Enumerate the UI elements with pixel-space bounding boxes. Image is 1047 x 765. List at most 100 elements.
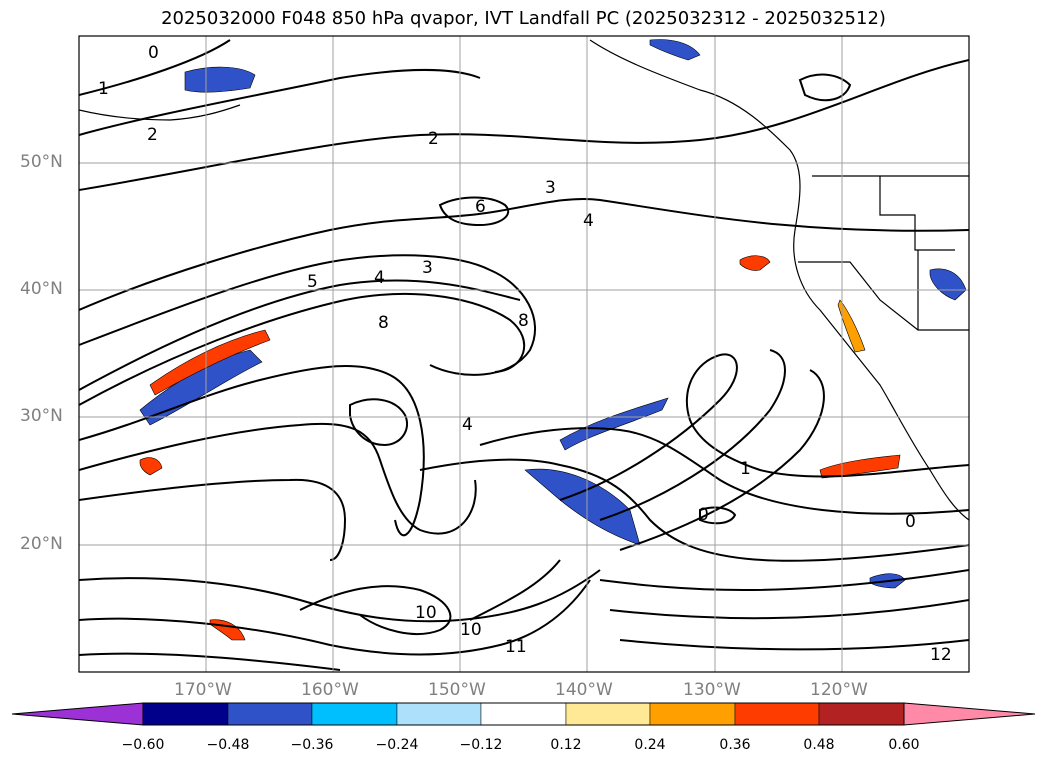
map-title: 2025032000 F048 850 hPa qvapor, IVT Land… xyxy=(161,8,886,29)
colorbar-tick-label: −0.24 xyxy=(375,737,419,753)
positive-anomaly-patch xyxy=(739,255,771,271)
positive-anomaly-patch xyxy=(837,299,866,353)
contour-label: 12 xyxy=(930,645,952,665)
contour-line xyxy=(79,198,969,311)
lat-label: 20°N xyxy=(20,534,63,554)
graticule xyxy=(79,36,969,672)
contour-label: 3 xyxy=(545,178,556,198)
colorbar-segment xyxy=(227,702,313,726)
colorbar-tick-label: 0.60 xyxy=(888,737,920,753)
contour-label: 1 xyxy=(740,459,751,479)
state-border xyxy=(798,261,969,331)
colorbar-tick-label: −0.48 xyxy=(206,737,250,753)
contour-line xyxy=(438,196,510,227)
contour-line xyxy=(79,292,526,406)
aleutian-coastline xyxy=(79,104,241,121)
negative-anomaly-patch xyxy=(184,66,256,93)
contour-line xyxy=(798,73,852,102)
contour-label: 1 xyxy=(98,79,109,99)
contour-label: 2 xyxy=(428,129,439,149)
colorbar-tick-label: 0.12 xyxy=(550,737,582,753)
state-border xyxy=(879,176,955,251)
contour-line xyxy=(609,599,969,620)
contour-line xyxy=(79,364,425,537)
contour-label: 0 xyxy=(905,512,916,532)
contour-line xyxy=(79,422,477,535)
contour-label: 4 xyxy=(374,268,385,288)
north-america-coastline xyxy=(589,39,969,521)
contour-line xyxy=(479,427,969,515)
lon-label: 120°W xyxy=(810,680,868,700)
lon-label: 160°W xyxy=(301,680,359,700)
coastline-layer xyxy=(79,39,969,521)
colorbar-segment xyxy=(480,702,567,726)
colorbar-extend-low xyxy=(11,702,144,726)
colorbar-segment xyxy=(396,702,482,726)
contour-label: 10 xyxy=(415,603,437,623)
contour-label: 0 xyxy=(148,43,159,63)
positive-anomaly-patch xyxy=(149,329,271,396)
contour-line xyxy=(299,585,452,636)
contour-line xyxy=(699,506,737,525)
positive-anomaly-patch xyxy=(209,619,246,641)
negative-anomaly-patch xyxy=(929,268,967,301)
lat-label: 30°N xyxy=(20,406,63,426)
colorbar-tick-label: −0.60 xyxy=(121,737,165,753)
lon-label: 170°W xyxy=(174,680,232,700)
contour-line xyxy=(349,398,408,447)
lon-label: 130°W xyxy=(683,680,741,700)
colorbar xyxy=(11,702,1036,726)
contour-label-layer: 0 1 2 2 3 3 4 4 5 6 8 8 4 1 0 0 10 10 11… xyxy=(98,43,952,665)
contour-line xyxy=(79,652,341,671)
contour-line xyxy=(599,349,786,521)
negative-anomaly-patch xyxy=(559,397,669,451)
contour-line xyxy=(419,458,969,562)
contour-label: 8 xyxy=(378,313,389,333)
contour-line xyxy=(79,478,347,561)
contour-layer xyxy=(79,39,969,671)
contour-line xyxy=(619,369,825,551)
negative-anomaly-patch xyxy=(649,39,701,61)
contour-label: 8 xyxy=(518,311,529,331)
contour-label: 3 xyxy=(422,258,433,278)
map-plot-area: 0 1 2 2 3 3 4 4 5 6 8 8 4 1 0 0 10 10 11… xyxy=(79,36,969,672)
negative-anomaly-patch xyxy=(139,349,263,426)
contour-label: 11 xyxy=(505,637,527,657)
contour-line xyxy=(619,639,969,651)
colorbar-segment xyxy=(142,702,229,726)
lat-label: 40°N xyxy=(20,279,63,299)
colorbar-tick-label: −0.36 xyxy=(290,737,334,753)
colorbar-tick-label: −0.12 xyxy=(459,737,503,753)
colorbar-segment xyxy=(311,702,398,726)
colorbar-tick-label: 0.36 xyxy=(719,737,751,753)
colorbar-tick-label: 0.24 xyxy=(634,737,666,753)
colorbar-segment xyxy=(818,702,905,726)
contour-label: 10 xyxy=(460,620,482,640)
contour-label: 6 xyxy=(475,197,486,217)
contour-line xyxy=(79,69,481,136)
lon-label: 140°W xyxy=(555,680,613,700)
contour-line xyxy=(79,569,601,623)
map-frame xyxy=(78,35,970,673)
lat-label: 50°N xyxy=(20,152,63,172)
contour-label: 2 xyxy=(147,125,158,145)
lon-label: 150°W xyxy=(428,680,486,700)
contour-line xyxy=(79,39,231,96)
contour-line xyxy=(559,353,969,501)
contour-label: 0 xyxy=(698,505,709,525)
contour-line xyxy=(79,579,591,656)
positive-anomaly-patch xyxy=(139,457,163,476)
contour-label: 5 xyxy=(307,272,318,292)
colorbar-tick-label: 0.48 xyxy=(803,737,835,753)
colorbar-extend-high xyxy=(903,702,1036,726)
negative-anomaly-patch xyxy=(524,468,641,546)
contour-label: 4 xyxy=(462,415,473,435)
colorbar-segment xyxy=(565,702,651,726)
contour-line xyxy=(79,59,969,191)
contour-line xyxy=(599,569,969,591)
contour-line xyxy=(469,559,561,621)
colorbar-frame xyxy=(142,702,905,726)
colorbar-segment xyxy=(649,702,736,726)
contour-label: 4 xyxy=(583,211,594,231)
